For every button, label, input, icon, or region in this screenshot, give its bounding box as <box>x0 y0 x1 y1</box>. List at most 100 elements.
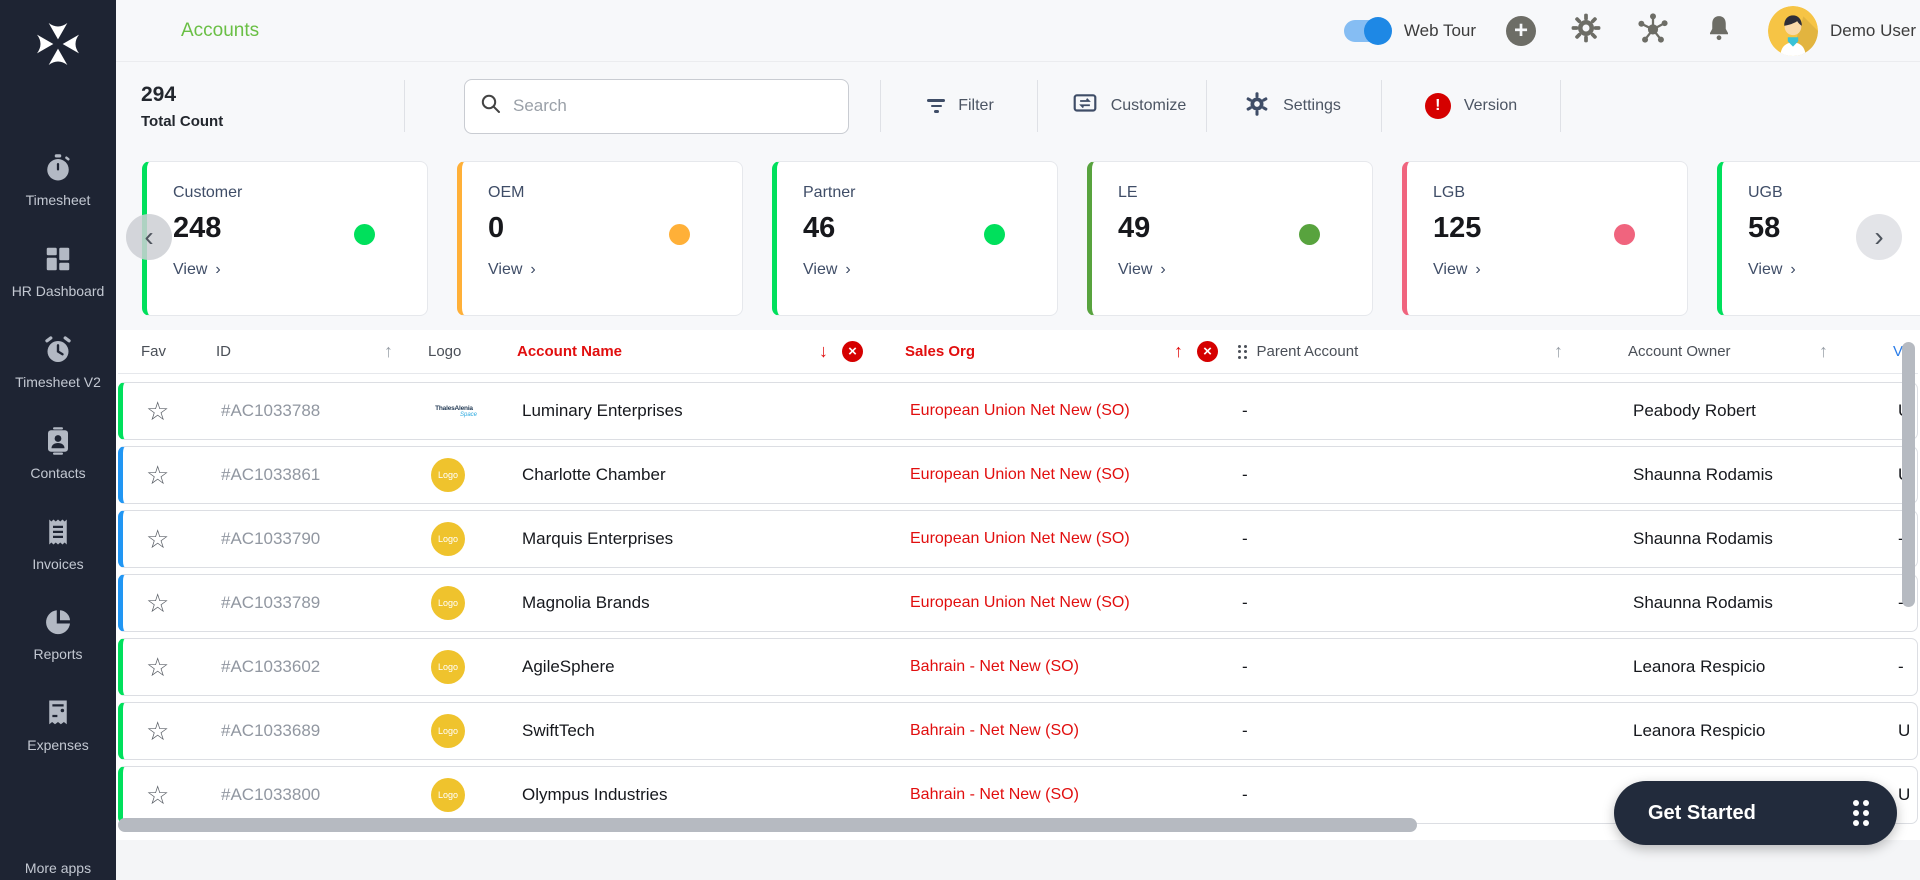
account-logo-badge: Logo <box>431 458 465 492</box>
more-apps-link[interactable]: More apps <box>24 860 92 876</box>
search-input[interactable] <box>513 96 834 116</box>
customize-label: Customize <box>1110 97 1187 114</box>
cell-account-owner: Leanora Respicio <box>1633 721 1766 740</box>
table-row[interactable]: ☆ #AC1033790 Logo Marquis Enterprises Eu… <box>118 510 1918 568</box>
column-header-account-owner[interactable]: Account Owner ↑ <box>1573 341 1843 362</box>
settings-gear-button[interactable] <box>1570 12 1602 49</box>
sort-asc-icon[interactable]: ↑ <box>1174 341 1183 361</box>
cards-scroll-left-button[interactable]: ‹ <box>126 214 172 260</box>
table-row[interactable]: ☆ #AC1033788 ThalesAlenia Space Luminary… <box>118 382 1918 440</box>
card-view-link[interactable]: View › <box>173 261 221 279</box>
card-value: 49 <box>1118 212 1151 244</box>
column-label: Account Name <box>517 343 623 360</box>
sidebar-item-expenses[interactable]: Expenses <box>8 698 108 755</box>
table-row[interactable]: ☆ #AC1033789 Logo Magnolia Brands Europe… <box>118 574 1918 632</box>
column-header-id[interactable]: ID ↑ <box>188 341 418 362</box>
cell-id: #AC1033689 <box>221 721 321 740</box>
card-view-link[interactable]: View › <box>1118 261 1166 279</box>
column-header-account-name[interactable]: Account Name ↓ × <box>503 341 863 362</box>
favorite-star-icon[interactable]: ☆ <box>146 587 170 618</box>
sidebar-item-timesheet[interactable]: Timesheet <box>8 153 108 210</box>
integrations-button[interactable] <box>1636 11 1670 50</box>
column-header-sales-org[interactable]: Sales Org ↑ × <box>863 341 1218 362</box>
total-count-label: Total Count <box>141 112 224 130</box>
sort-asc-icon[interactable]: ↑ <box>1554 341 1563 361</box>
version-button[interactable]: ! Version <box>1396 93 1546 119</box>
cell-vertical: U <box>1898 785 1911 804</box>
total-count-value: 294 <box>141 82 177 106</box>
divider <box>880 80 881 132</box>
sidebar-item-reports[interactable]: Reports <box>8 607 108 664</box>
account-logo-badge: Logo <box>431 714 465 748</box>
sort-asc-icon[interactable]: ↑ <box>384 341 393 361</box>
cards-scroll-right-button[interactable]: › <box>1856 214 1902 260</box>
favorite-star-icon[interactable]: ☆ <box>146 651 170 682</box>
favorite-star-icon[interactable]: ☆ <box>146 523 170 554</box>
sidebar-item-label: Contacts <box>30 464 86 481</box>
favorite-star-icon[interactable]: ☆ <box>146 459 170 490</box>
plus-icon: + <box>1506 15 1537 46</box>
user-name[interactable]: Demo User <box>1830 20 1916 40</box>
card-view-link[interactable]: View › <box>803 261 851 279</box>
table-row[interactable]: ☆ #AC1033602 Logo AgileSphere Bahrain - … <box>118 638 1918 696</box>
web-tour-label: Web Tour <box>1403 20 1477 40</box>
horizontal-scrollbar[interactable] <box>118 818 1417 832</box>
user-avatar[interactable] <box>1768 5 1819 56</box>
view-label: View <box>1118 261 1153 278</box>
sidebar-item-hr-dashboard[interactable]: HR Dashboard <box>8 244 108 301</box>
card-view-link[interactable]: View › <box>488 261 536 279</box>
cell-logo: Logo <box>423 714 508 748</box>
favorite-star-icon[interactable]: ☆ <box>146 395 170 426</box>
card-label: OEM <box>488 184 525 201</box>
clear-sort-icon[interactable]: × <box>1197 341 1218 362</box>
cell-account-owner: Shaunna Rodamis <box>1633 529 1773 548</box>
clear-sort-icon[interactable]: × <box>842 341 863 362</box>
sidebar-item-label: Timesheet <box>25 192 91 208</box>
table-header-row: Fav ID ↑ Logo Account Name ↓ × Sales Org… <box>118 330 1918 374</box>
table-row[interactable]: ☆ #AC1033689 Logo SwiftTech Bahrain - Ne… <box>118 702 1918 760</box>
cell-sales-org: Bahrain - Net New (SO) <box>910 658 1079 675</box>
sidebar-item-label: Expenses <box>27 737 89 754</box>
column-header-vertical[interactable]: V <box>1893 343 1904 360</box>
sidebar-item-label: Reports <box>33 646 83 663</box>
cell-parent-account: - <box>1242 593 1248 612</box>
cell-id: #AC1033861 <box>221 465 321 484</box>
status-dot <box>1299 224 1320 245</box>
sidebar-item-timesheet-v2[interactable]: Timesheet V2 <box>8 335 108 392</box>
column-header-parent-account[interactable]: Parent Account ↑ <box>1218 341 1573 362</box>
sort-asc-icon[interactable]: ↑ <box>1819 341 1828 361</box>
favorite-star-icon[interactable]: ☆ <box>146 715 170 746</box>
cell-account-name: Marquis Enterprises <box>522 529 674 548</box>
card-view-link[interactable]: View › <box>1748 261 1796 279</box>
account-logo-badge: Logo <box>431 778 465 812</box>
chevron-right-icon: › <box>1790 261 1796 278</box>
card-view-link[interactable]: View › <box>1433 261 1481 279</box>
table-row[interactable]: ☆ #AC1033861 Logo Charlotte Chamber Euro… <box>118 446 1918 504</box>
get-started-button[interactable]: Get Started <box>1614 781 1897 845</box>
favorite-star-icon[interactable]: ☆ <box>146 779 170 810</box>
settings-button[interactable]: Settings <box>1220 91 1365 122</box>
toggle-knob <box>1363 16 1392 45</box>
filter-button[interactable]: Filter <box>888 97 1033 115</box>
thales-line1: ThalesAlenia <box>435 404 473 412</box>
card-label: Partner <box>803 184 856 201</box>
divider <box>1037 80 1038 132</box>
sort-desc-icon[interactable]: ↓ <box>819 341 828 361</box>
invoice-receipt-icon <box>43 517 73 547</box>
vertical-scrollbar[interactable] <box>1902 342 1915 607</box>
stopwatch-icon <box>43 153 73 183</box>
notifications-button[interactable] <box>1704 13 1734 48</box>
add-button[interactable]: + <box>1506 15 1537 46</box>
sidebar-item-invoices[interactable]: Invoices <box>8 517 108 574</box>
customize-button[interactable]: Customize <box>1054 91 1204 122</box>
web-tour-toggle[interactable] <box>1343 16 1392 45</box>
drag-handle-icon[interactable] <box>1238 344 1247 359</box>
column-label: ID <box>216 343 231 360</box>
apps-grid-icon <box>1853 800 1869 826</box>
sidebar-item-contacts[interactable]: Contacts <box>8 426 108 483</box>
chevron-right-icon: › <box>1874 221 1884 252</box>
cell-vertical: - <box>1898 529 1904 548</box>
view-label: View <box>803 261 838 278</box>
molecule-icon <box>1636 11 1670 50</box>
version-label: Version <box>1463 97 1518 114</box>
